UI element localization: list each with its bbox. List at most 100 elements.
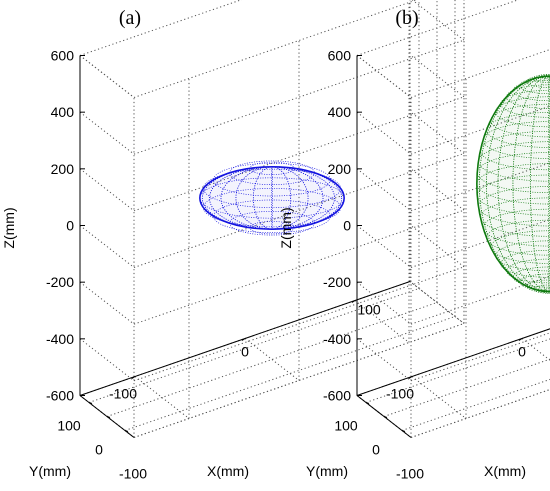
latitude-ring	[476, 174, 550, 216]
x-tick-label: 100	[357, 302, 381, 318]
grid-line	[410, 218, 550, 268]
grid-line	[244, 338, 300, 381]
grid-line	[356, 338, 412, 382]
grid-line	[383, 358, 550, 417]
y-tick-mark	[124, 430, 129, 432]
grid-line	[410, 388, 550, 438]
grid-line	[409, 111, 465, 154]
grid-line	[133, 0, 418, 98]
x-tick-label: -100	[386, 386, 414, 402]
meridian	[497, 75, 550, 292]
panel-title: (a)	[119, 7, 141, 29]
y-axis-label: Y(mm)	[306, 463, 348, 479]
latitude-ring	[480, 131, 550, 171]
z-tick-label: 200	[328, 161, 352, 177]
z-tick-label: -400	[46, 331, 74, 347]
grid-line	[79, 55, 135, 98]
meridian	[235, 166, 309, 230]
y-tick-mark	[106, 416, 111, 418]
y-tick-label: -100	[396, 466, 424, 482]
meridian	[209, 166, 335, 230]
grid-line	[79, 281, 135, 325]
grid-line	[79, 168, 135, 212]
z-tick-label: 200	[51, 161, 75, 177]
meridian	[486, 75, 550, 292]
grid-line	[401, 378, 550, 431]
grid-line	[365, 338, 550, 403]
grid-line	[106, 302, 438, 417]
latitude-ring	[482, 208, 550, 247]
z-tick-label: 400	[328, 104, 352, 120]
z-tick-label: -600	[323, 388, 351, 404]
grid-line	[409, 54, 465, 98]
grid-line	[356, 225, 412, 268]
y-tick-label: 100	[57, 418, 81, 434]
z-tick-label: 600	[51, 48, 75, 64]
meridian	[252, 166, 292, 230]
meridian	[201, 166, 343, 230]
grid-line	[88, 288, 420, 403]
grid-line	[79, 0, 243, 56]
grid-line	[133, 153, 465, 268]
meridian	[529, 75, 550, 292]
y-tick-mark	[401, 430, 406, 432]
series-ellipsoid	[476, 73, 550, 294]
grid-line	[133, 209, 465, 325]
z-tick-label: -200	[323, 274, 351, 290]
grid-line	[133, 39, 465, 155]
y-tick-mark	[88, 402, 93, 404]
grid-line	[410, 48, 550, 98]
grid-line	[410, 332, 550, 382]
grid-line	[410, 162, 550, 212]
z-axis-label: Z(mm)	[278, 207, 294, 248]
x-axis-label: X(mm)	[484, 463, 526, 479]
panel-b: 600 400 200 0 -200 -400 -600 100 0 -100 100 0 -100 Z(…	[278, 0, 550, 482]
latitude-ring	[249, 221, 295, 235]
grid-line	[411, 0, 465, 41]
latitude-ring	[490, 103, 550, 138]
grid-line	[133, 266, 465, 382]
latitude-ring	[486, 112, 550, 148]
y-tick-label: 0	[95, 442, 103, 458]
grid-line	[79, 225, 135, 268]
latitude-ring	[476, 163, 550, 205]
latitude-ring	[476, 152, 550, 194]
grid-line	[356, 0, 520, 56]
panel-title: (b)	[395, 7, 418, 29]
grid-line	[79, 338, 135, 382]
grid-line	[133, 96, 465, 212]
latitude-ring	[512, 80, 550, 102]
z-tick-label: 0	[343, 218, 351, 234]
grid-line	[521, 338, 550, 361]
z-tick-label: -400	[323, 331, 351, 347]
grid-line	[409, 167, 465, 211]
grid-line	[133, 323, 465, 438]
latitude-ring	[490, 230, 550, 264]
latitude-ring	[495, 240, 550, 272]
x-axis-line	[356, 328, 550, 396]
y-tick-mark	[365, 402, 370, 404]
grid-line	[410, 275, 550, 325]
grid-line	[356, 168, 412, 212]
grid-line	[354, 300, 410, 343]
latitude-ring	[506, 84, 550, 109]
grid-line	[356, 111, 412, 155]
z-tick-label: -600	[46, 388, 74, 404]
x-tick-label: 0	[518, 344, 526, 360]
x-tick-mark	[351, 300, 356, 303]
x-tick-label: -100	[109, 386, 137, 402]
latitude-ring	[480, 197, 550, 237]
series-sphere	[199, 160, 345, 236]
y-tick-label: 0	[372, 442, 380, 458]
meridian	[478, 75, 550, 292]
meridian	[476, 75, 550, 292]
latitude-ring	[482, 121, 550, 159]
panel-a: 600 400 200 0 -200 -400 -600 100 0 -100 100 0 -100 Z(…	[1, 0, 465, 482]
x-tick-mark	[131, 376, 136, 379]
y-tick-label: -100	[119, 466, 147, 482]
latitude-ring	[495, 96, 550, 128]
grid-line	[356, 281, 412, 325]
latitude-ring	[486, 219, 550, 256]
y-tick-mark	[383, 416, 388, 418]
